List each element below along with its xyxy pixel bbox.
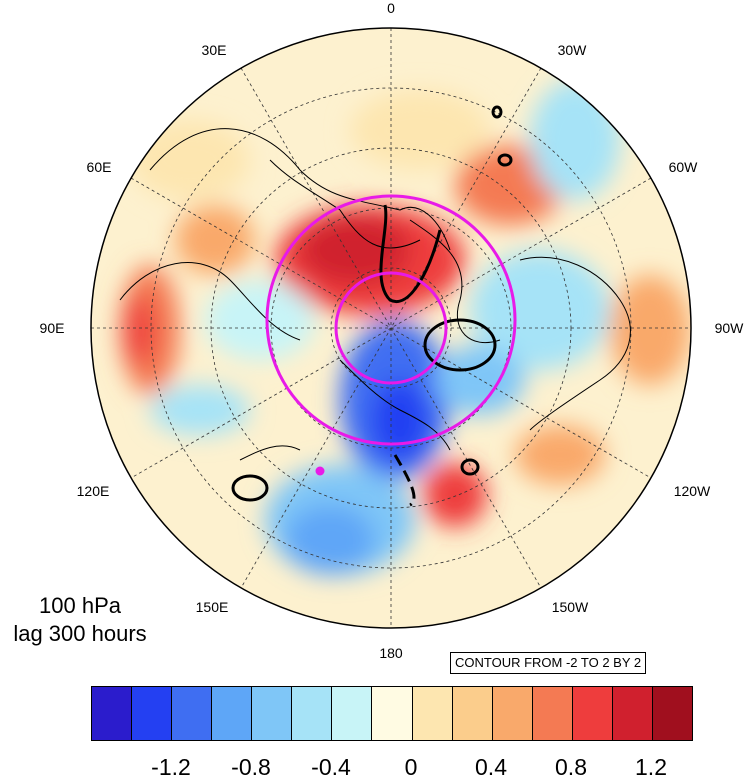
colorbar-cell (92, 687, 133, 740)
lon-label-180: 180 (379, 645, 403, 661)
colorbar-cell (532, 687, 573, 740)
colorbar-cell (652, 687, 692, 740)
lon-label-60w: 60W (669, 159, 699, 175)
contour-lines (231, 105, 513, 507)
colorbar-label: -0.8 (231, 754, 271, 780)
colorbar-label: 0.8 (555, 754, 587, 780)
plot-caption: 100 hPa lag 300 hours (0, 592, 160, 648)
lon-label-0: 0 (387, 0, 395, 16)
colorbar-label: -0.4 (311, 754, 351, 780)
colorbar-label: 0 (404, 754, 418, 780)
colorbar-label: -1.2 (151, 754, 191, 780)
colorbar-cell (372, 687, 413, 740)
colorbar-cell (612, 687, 653, 740)
colorbar-cell (572, 687, 613, 740)
colorbar-cell (132, 687, 173, 740)
colorbar-cell (332, 687, 373, 740)
lag-time: lag 300 hours (13, 621, 147, 646)
shaded-anomaly-field (91, 28, 691, 628)
colorbar-label: 0.4 (475, 754, 507, 780)
pressure-level: 100 hPa (39, 593, 121, 618)
colorbar-label: 1.2 (635, 754, 667, 780)
lon-label-90e: 90E (40, 320, 65, 336)
colorbar-cell (412, 687, 453, 740)
magenta-inner-circle (334, 271, 448, 385)
map-border (90, 27, 692, 629)
colorbar-cell (492, 687, 533, 740)
lon-label-30e: 30E (202, 42, 227, 58)
magenta-outer-circle (265, 194, 517, 446)
lon-label-120w: 120W (674, 483, 711, 499)
lon-label-150w: 150W (552, 599, 589, 615)
lon-label-60e: 60E (87, 159, 112, 175)
colorbar (91, 686, 693, 741)
lon-label-30w: 30W (558, 42, 588, 58)
lon-label-90w: 90W (715, 320, 745, 336)
lon-label-150e: 150E (196, 599, 229, 615)
lon-label-120e: 120E (77, 483, 110, 499)
contour-info-box: CONTOUR FROM -2 TO 2 BY 2 (450, 652, 647, 674)
colorbar-cell (452, 687, 493, 740)
longitude-labels: 0 30W 60W 90W 120W 150W 180 150E 120E 90… (40, 0, 745, 661)
colorbar-cell (252, 687, 293, 740)
colorbar-cell (292, 687, 333, 740)
colorbar-cell (172, 687, 213, 740)
coastlines (119, 128, 631, 461)
colorbar-cell (212, 687, 253, 740)
magenta-marker (315, 466, 325, 476)
